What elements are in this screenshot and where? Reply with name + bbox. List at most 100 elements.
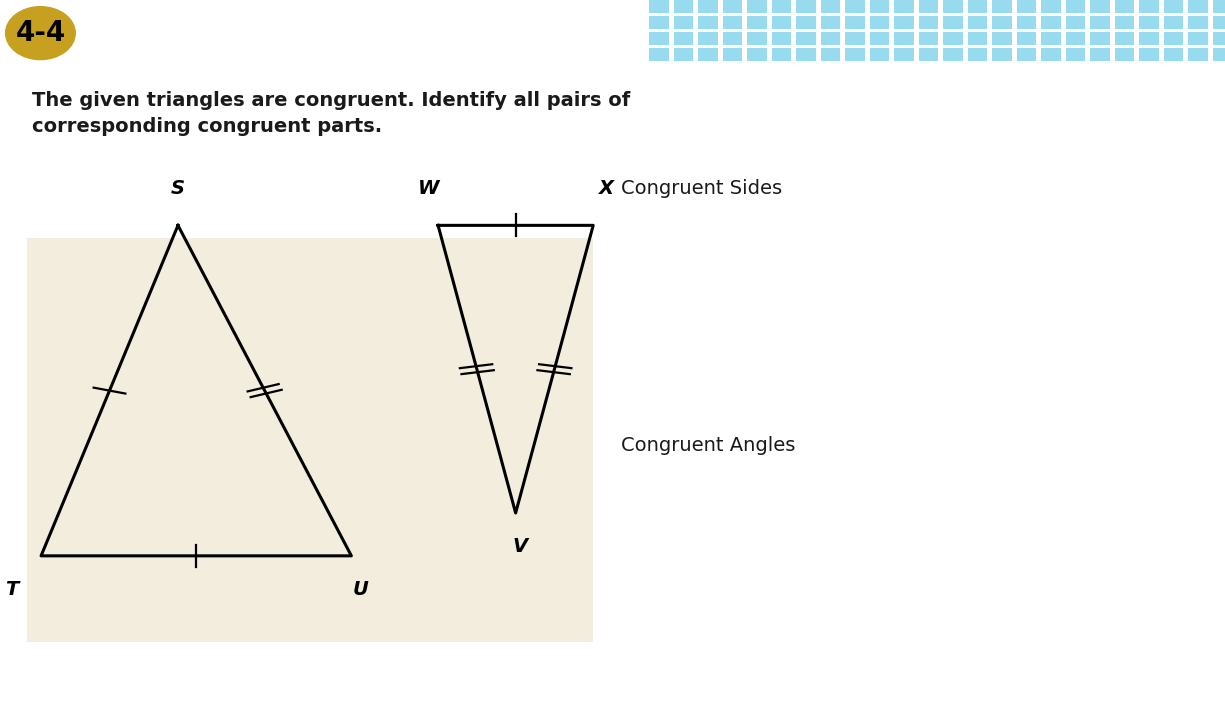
Bar xyxy=(992,32,1012,45)
Bar xyxy=(1188,16,1208,29)
Bar xyxy=(723,0,742,13)
Bar xyxy=(992,48,1012,61)
Bar xyxy=(1066,0,1085,13)
Bar xyxy=(698,48,718,61)
Bar xyxy=(894,48,914,61)
Bar xyxy=(1090,16,1110,29)
Text: T: T xyxy=(5,580,18,599)
Bar xyxy=(1213,0,1225,13)
Bar xyxy=(968,32,987,45)
Bar xyxy=(1041,16,1061,29)
Text: The given triangles are congruent. Identify all pairs of
corresponding congruent: The given triangles are congruent. Ident… xyxy=(32,91,630,136)
Bar xyxy=(747,0,767,13)
Bar xyxy=(772,32,791,45)
Bar xyxy=(723,16,742,29)
Bar xyxy=(968,48,987,61)
Bar xyxy=(1090,0,1110,13)
Bar xyxy=(747,48,767,61)
Bar xyxy=(649,48,669,61)
Text: Congruent Sides: Congruent Sides xyxy=(621,179,782,198)
Bar xyxy=(821,32,840,45)
Bar xyxy=(870,48,889,61)
Bar xyxy=(723,48,742,61)
Bar xyxy=(919,48,938,61)
Text: Holt McDougal Geometry: Holt McDougal Geometry xyxy=(12,692,208,706)
Bar xyxy=(1164,48,1183,61)
Bar xyxy=(674,32,693,45)
Bar xyxy=(1115,0,1134,13)
Bar xyxy=(943,48,963,61)
Bar xyxy=(992,16,1012,29)
Bar xyxy=(1115,32,1134,45)
Bar xyxy=(772,0,791,13)
Bar xyxy=(943,32,963,45)
Bar xyxy=(1066,48,1085,61)
Bar xyxy=(943,0,963,13)
Bar xyxy=(821,0,840,13)
Bar xyxy=(1139,16,1159,29)
Bar xyxy=(27,238,593,642)
Text: Congruent Triangles: Congruent Triangles xyxy=(92,19,439,48)
Bar xyxy=(1188,32,1208,45)
Bar xyxy=(698,0,718,13)
Bar xyxy=(894,0,914,13)
Bar xyxy=(1213,32,1225,45)
Bar xyxy=(1164,16,1183,29)
Bar xyxy=(919,32,938,45)
Bar xyxy=(772,16,791,29)
Text: W: W xyxy=(418,179,440,198)
Text: Congruent Angles: Congruent Angles xyxy=(621,436,795,455)
Bar xyxy=(845,0,865,13)
Bar xyxy=(943,16,963,29)
Bar xyxy=(747,32,767,45)
Bar xyxy=(649,0,669,13)
Bar xyxy=(1090,32,1110,45)
Bar xyxy=(1041,0,1061,13)
Bar xyxy=(1017,0,1036,13)
Bar xyxy=(772,48,791,61)
Bar xyxy=(1139,48,1159,61)
Bar xyxy=(1041,32,1061,45)
Bar xyxy=(1090,48,1110,61)
Bar xyxy=(723,32,742,45)
Bar xyxy=(870,0,889,13)
Bar xyxy=(698,32,718,45)
Text: X: X xyxy=(599,179,615,198)
Text: S: S xyxy=(172,179,185,198)
Bar xyxy=(698,16,718,29)
Bar xyxy=(1017,16,1036,29)
Bar xyxy=(992,0,1012,13)
Bar xyxy=(1115,16,1134,29)
Bar xyxy=(796,32,816,45)
Bar xyxy=(1164,0,1183,13)
Bar xyxy=(1188,0,1208,13)
Bar xyxy=(674,48,693,61)
Bar xyxy=(1115,48,1134,61)
Bar xyxy=(1041,48,1061,61)
Bar xyxy=(968,0,987,13)
Bar xyxy=(821,48,840,61)
Bar xyxy=(1213,48,1225,61)
Bar xyxy=(796,16,816,29)
Bar xyxy=(1066,16,1085,29)
Bar xyxy=(919,16,938,29)
Bar xyxy=(1213,16,1225,29)
Bar xyxy=(870,32,889,45)
Bar xyxy=(1066,32,1085,45)
Bar xyxy=(1017,32,1036,45)
Bar xyxy=(1017,48,1036,61)
Bar xyxy=(747,16,767,29)
Text: V: V xyxy=(512,537,528,557)
Bar xyxy=(919,0,938,13)
Bar xyxy=(1188,48,1208,61)
Bar xyxy=(649,32,669,45)
Bar xyxy=(845,16,865,29)
Bar xyxy=(870,16,889,29)
Bar xyxy=(674,16,693,29)
Bar xyxy=(649,16,669,29)
Text: Copyright © by Holt Mc Dougal. All Rights Reserved.: Copyright © by Holt Mc Dougal. All Right… xyxy=(380,693,747,706)
Bar xyxy=(894,32,914,45)
Bar xyxy=(1164,32,1183,45)
Bar xyxy=(1139,32,1159,45)
Bar xyxy=(968,16,987,29)
